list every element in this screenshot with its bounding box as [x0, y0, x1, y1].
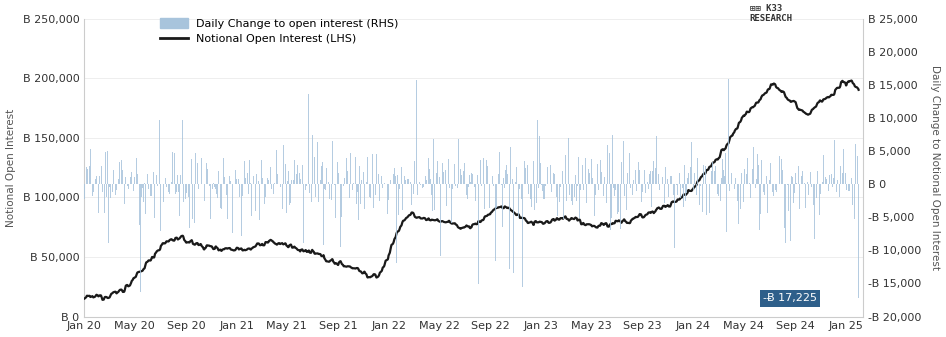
Y-axis label: Daily Change to Notional Open Interest: Daily Change to Notional Open Interest — [931, 65, 940, 270]
Text: ⊞⊞ K33
RESEARCH: ⊞⊞ K33 RESEARCH — [750, 4, 793, 23]
Text: -Ƀ 17,225: -Ƀ 17,225 — [762, 293, 817, 303]
Y-axis label: Notional Open Interest: Notional Open Interest — [6, 109, 15, 227]
Legend: Daily Change to open interest (RHS), Notional Open Interest (LHS): Daily Change to open interest (RHS), Not… — [160, 18, 399, 44]
